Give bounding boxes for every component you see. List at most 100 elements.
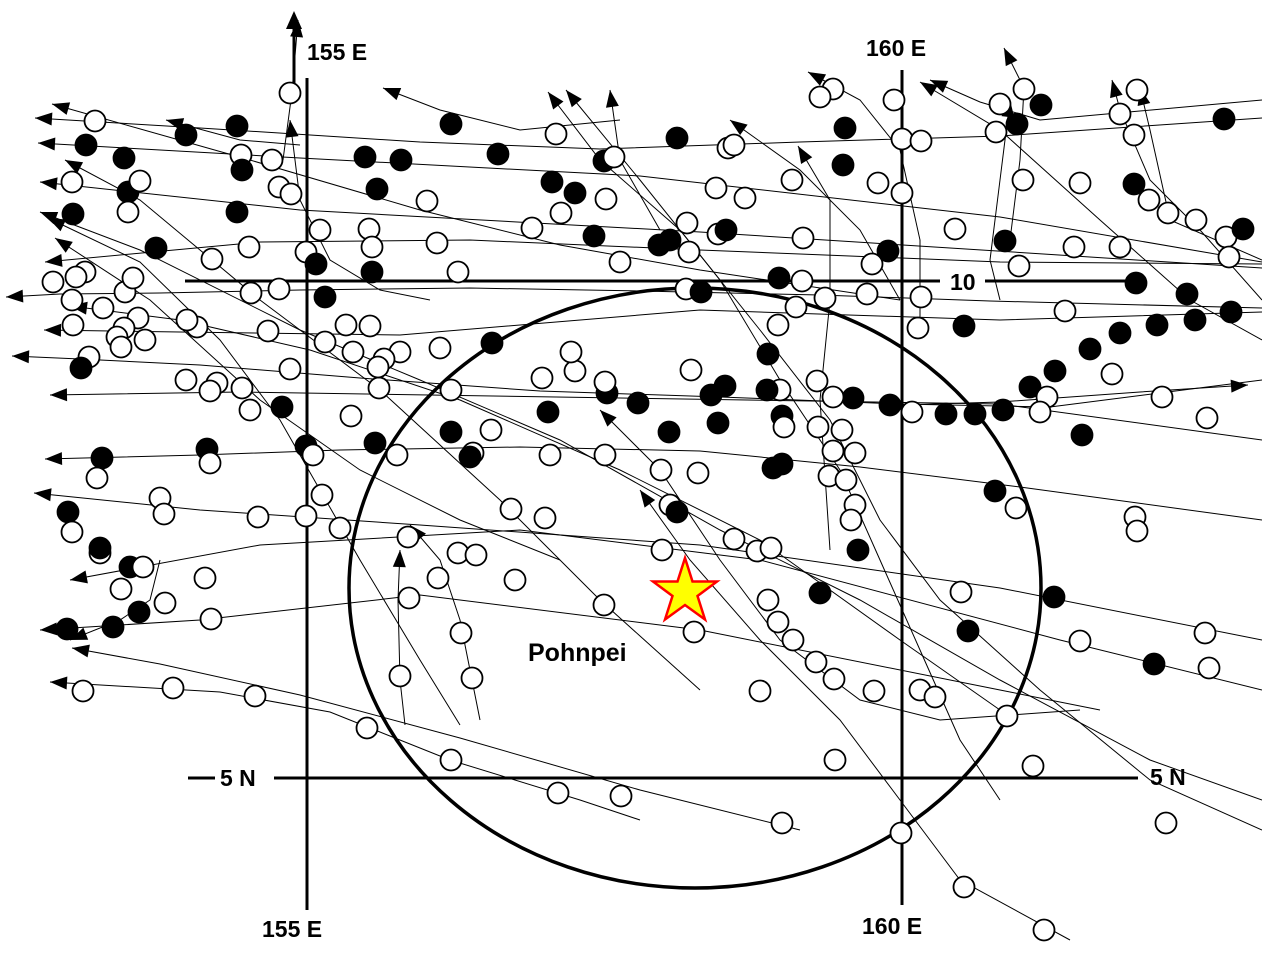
- storm-position-open: [949, 580, 973, 604]
- storm-position-open: [41, 270, 65, 294]
- storm-position-open: [594, 187, 618, 211]
- storm-position-open: [593, 370, 617, 394]
- storm-position-open: [889, 821, 913, 845]
- storm-position-open: [686, 461, 710, 485]
- storm-position-open: [60, 288, 84, 312]
- storm-position-open: [538, 443, 562, 467]
- storm-position-open: [733, 186, 757, 210]
- storm-position-open: [780, 168, 804, 192]
- storm-position-filled: [353, 145, 377, 169]
- storm-position-open: [1108, 102, 1132, 126]
- storm-position-open: [834, 468, 858, 492]
- storm-position-open: [246, 505, 270, 529]
- storm-position-open: [175, 308, 199, 332]
- storm-position-open: [952, 875, 976, 899]
- track-direction-arrow: [50, 388, 68, 402]
- storm-position-filled: [55, 617, 79, 641]
- storm-position-open: [593, 443, 617, 467]
- storm-position-open: [174, 368, 198, 392]
- storm-position-open: [121, 266, 145, 290]
- storm-position-open: [503, 568, 527, 592]
- storm-position-open: [243, 684, 267, 708]
- storm-position-open: [278, 357, 302, 381]
- storm-position-open: [328, 516, 352, 540]
- storm-position-open: [609, 784, 633, 808]
- storm-position-filled: [360, 260, 384, 284]
- storm-position-filled: [1122, 172, 1146, 196]
- storm-position-open: [310, 483, 334, 507]
- storm-position-open: [1137, 188, 1161, 212]
- storm-position-open: [1217, 245, 1241, 269]
- storm-position-filled: [993, 229, 1017, 253]
- graticule: [185, 11, 1145, 910]
- storm-position-open: [256, 319, 280, 343]
- storm-position-open: [341, 340, 365, 364]
- storm-track-9: [44, 239, 1262, 265]
- storm-position-open: [1021, 754, 1045, 778]
- storm-position-filled: [225, 200, 249, 224]
- storm-position-open: [821, 439, 845, 463]
- storm-position-filled: [878, 393, 902, 417]
- storm-position-filled: [626, 391, 650, 415]
- track-direction-arrow: [1004, 48, 1018, 67]
- storm-position-open: [479, 418, 503, 442]
- track-direction-arrow: [1110, 80, 1123, 99]
- storm-position-open: [984, 120, 1008, 144]
- storm-position-open: [839, 508, 863, 532]
- storm-position-open: [1007, 254, 1031, 278]
- storm-position-open: [1108, 235, 1132, 259]
- storm-position-filled: [582, 224, 606, 248]
- storm-position-filled: [761, 456, 785, 480]
- storm-position-open: [1062, 235, 1086, 259]
- track-direction-arrow: [566, 90, 582, 108]
- storm-position-open: [153, 591, 177, 615]
- storm-position-open: [677, 240, 701, 264]
- track-direction-arrow: [730, 120, 748, 136]
- storm-position-open: [83, 109, 107, 133]
- storm-position-open: [1195, 406, 1219, 430]
- track-direction-arrow: [70, 570, 88, 584]
- track-direction-arrow: [35, 112, 53, 126]
- storm-position-filled: [1043, 359, 1067, 383]
- storm-position-filled: [991, 398, 1015, 422]
- storm-position-open: [866, 171, 890, 195]
- storm-position-open: [279, 182, 303, 206]
- storm-position-filled: [458, 445, 482, 469]
- storm-position-open: [1028, 400, 1052, 424]
- storm-position-open: [1068, 629, 1092, 653]
- storm-position-open: [71, 679, 95, 703]
- storm-position-open: [855, 282, 879, 306]
- storm-position-filled: [56, 500, 80, 524]
- storm-position-filled: [1231, 217, 1255, 241]
- storm-track-22: [565, 89, 1001, 801]
- track-direction-arrow: [40, 177, 58, 191]
- track-direction-arrow: [798, 146, 813, 164]
- storm-position-open: [563, 359, 587, 383]
- storm-position-filled: [714, 218, 738, 242]
- storm-track-16: [39, 211, 1262, 801]
- storm-position-open: [559, 340, 583, 364]
- storm-position-filled: [706, 411, 730, 435]
- storm-position-filled: [767, 266, 791, 290]
- storm-position-open: [230, 376, 254, 400]
- storm-position-open: [367, 376, 391, 400]
- storm-position-open: [61, 313, 85, 337]
- track-direction-arrow: [45, 452, 63, 466]
- storm-position-open: [772, 415, 796, 439]
- storm-track-30: [397, 549, 406, 726]
- storm-position-filled: [61, 202, 85, 226]
- storm-position-open: [358, 314, 382, 338]
- storm-position-filled: [1142, 652, 1166, 676]
- storm-position-open: [267, 277, 291, 301]
- storm-position-open: [313, 330, 337, 354]
- storm-position-open: [91, 296, 115, 320]
- storm-position-open: [85, 466, 109, 490]
- storm-position-open: [748, 679, 772, 703]
- storm-position-open: [890, 127, 914, 151]
- storm-position-open: [366, 355, 390, 379]
- storm-position-open: [308, 218, 332, 242]
- storm-position-filled: [365, 177, 389, 201]
- storm-position-open: [900, 400, 924, 424]
- storm-position-open: [649, 458, 673, 482]
- storm-position-open: [425, 231, 449, 255]
